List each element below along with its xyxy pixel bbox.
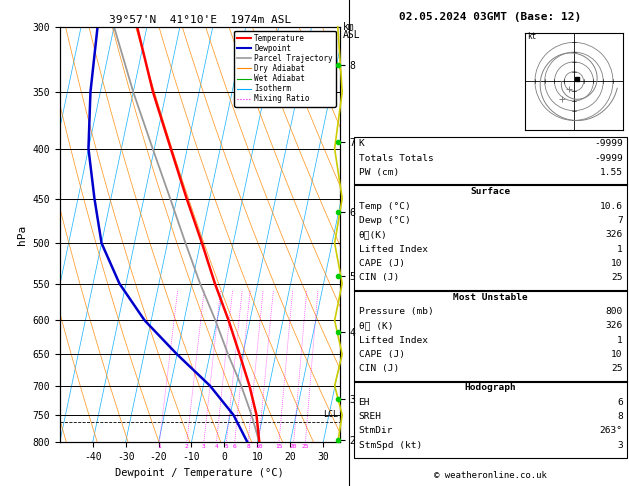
Text: 1.55: 1.55 [599,168,623,177]
Text: K: K [359,139,364,149]
Legend: Temperature, Dewpoint, Parcel Trajectory, Dry Adiabat, Wet Adiabat, Isotherm, Mi: Temperature, Dewpoint, Parcel Trajectory… [234,31,336,106]
Text: ASL: ASL [343,30,360,40]
Text: 02.05.2024 03GMT (Base: 12): 02.05.2024 03GMT (Base: 12) [399,12,582,22]
Title: 39°57'N  41°10'E  1974m ASL: 39°57'N 41°10'E 1974m ASL [109,15,291,25]
Text: 4: 4 [214,444,218,450]
Text: 25: 25 [611,364,623,373]
Text: km: km [343,22,355,32]
Text: Pressure (mb): Pressure (mb) [359,307,433,316]
Text: © weatheronline.co.uk: © weatheronline.co.uk [434,471,547,480]
Text: 10: 10 [611,259,623,268]
Text: 20: 20 [290,444,298,450]
Text: Most Unstable: Most Unstable [454,293,528,302]
Text: 15: 15 [276,444,282,450]
Text: 2: 2 [185,444,189,450]
Text: Dewp (°C): Dewp (°C) [359,216,410,225]
Text: -9999: -9999 [594,154,623,163]
Text: Surface: Surface [470,188,511,196]
Text: 8: 8 [247,444,250,450]
Text: 1: 1 [157,444,161,450]
Text: 800: 800 [606,307,623,316]
Text: StmDir: StmDir [359,427,393,435]
Text: kt: kt [527,32,537,40]
Text: 25: 25 [302,444,309,450]
X-axis label: Dewpoint / Temperature (°C): Dewpoint / Temperature (°C) [115,468,284,478]
Text: CIN (J): CIN (J) [359,364,399,373]
Text: Hodograph: Hodograph [465,383,516,393]
Text: CIN (J): CIN (J) [359,273,399,282]
Text: Lifted Index: Lifted Index [359,245,428,254]
Text: SREH: SREH [359,412,382,421]
Text: 263°: 263° [599,427,623,435]
Text: 326: 326 [606,321,623,330]
Text: θᴇ (K): θᴇ (K) [359,321,393,330]
Text: StmSpd (kt): StmSpd (kt) [359,441,422,450]
Text: 3: 3 [202,444,206,450]
Text: PW (cm): PW (cm) [359,168,399,177]
Text: Totals Totals: Totals Totals [359,154,433,163]
Text: 1: 1 [617,245,623,254]
Text: 10.6: 10.6 [599,202,623,211]
Text: CAPE (J): CAPE (J) [359,350,404,359]
Text: LCL: LCL [323,410,338,418]
Text: 10: 10 [255,444,263,450]
Text: Lifted Index: Lifted Index [359,336,428,345]
Text: CAPE (J): CAPE (J) [359,259,404,268]
Text: 6: 6 [233,444,237,450]
Text: Temp (°C): Temp (°C) [359,202,410,211]
Text: 7: 7 [617,216,623,225]
Text: 5: 5 [225,444,228,450]
Text: -9999: -9999 [594,139,623,149]
Y-axis label: hPa: hPa [17,225,27,244]
Text: 1: 1 [617,336,623,345]
Text: 10: 10 [611,350,623,359]
Text: 8: 8 [617,412,623,421]
Text: 6: 6 [617,398,623,407]
Text: 25: 25 [611,273,623,282]
Text: θᴇ(K): θᴇ(K) [359,230,387,240]
Text: EH: EH [359,398,370,407]
Text: 3: 3 [617,441,623,450]
Text: 326: 326 [606,230,623,240]
